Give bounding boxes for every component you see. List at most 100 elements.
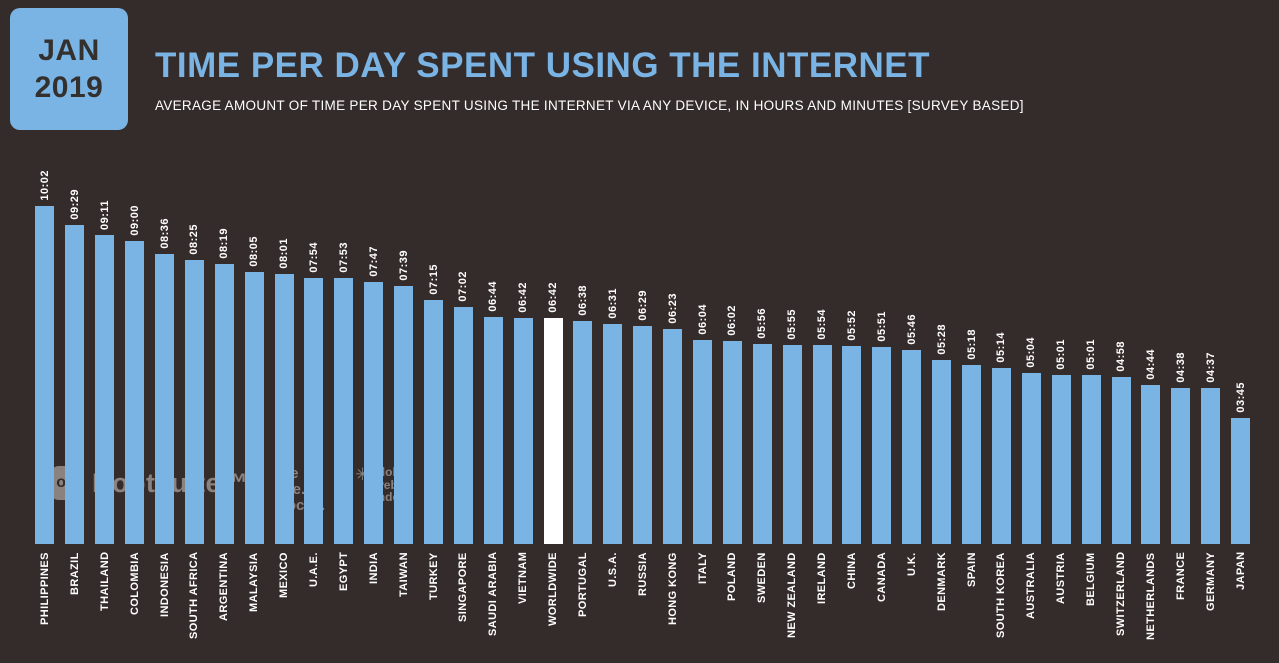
bar-group: 07:39 TAIWAN (389, 160, 419, 662)
bar (991, 368, 1011, 544)
bar (812, 345, 832, 544)
bar-country-label: VIETNAM (517, 552, 530, 605)
bar-column: 05:56 (752, 160, 772, 544)
bar-group: 05:54 IRELAND (807, 160, 837, 662)
date-badge-year: 2019 (34, 71, 104, 104)
bar-column: 06:23 (663, 160, 683, 544)
bar-country-label: HONG KONG (666, 552, 679, 625)
bar (663, 329, 683, 544)
bar-value-label: 05:28 (935, 324, 948, 355)
bar-group: 08:25 SOUTH AFRICA (179, 160, 209, 662)
bar-group: 05:01 AUSTRIA (1046, 160, 1076, 662)
bar-value-label: 05:55 (786, 309, 799, 340)
bar-country-label: SPAIN (965, 552, 978, 587)
bar-country-label: TURKEY (427, 552, 440, 600)
bar (125, 241, 145, 544)
bar-value-label: 07:53 (337, 242, 350, 273)
bar (1141, 385, 1161, 544)
bar (693, 340, 713, 544)
bar-group: 05:51 CANADA (867, 160, 897, 662)
bar-value-label: 05:54 (816, 309, 829, 340)
bar-group: 06:44 SAUDI ARABIA (478, 160, 508, 662)
bar-group: 08:19 ARGENTINA (209, 160, 239, 662)
bar-column: 05:51 (872, 160, 892, 544)
bar-country-label: PHILIPPINES (38, 552, 51, 625)
bar-value-label: 09:11 (98, 199, 111, 230)
bar-country-label: U.A.E. (307, 552, 320, 587)
bar-country-label: RUSSIA (636, 552, 649, 596)
bar (184, 260, 204, 544)
bar-country-label: NEW ZEALAND (786, 552, 799, 638)
bar-value-label: 07:02 (457, 271, 470, 302)
page-subtitle: AVERAGE AMOUNT OF TIME PER DAY SPENT USI… (155, 98, 1024, 113)
bar (752, 344, 772, 544)
bar (1051, 375, 1071, 544)
bar-value-label: 05:46 (905, 314, 918, 345)
bar-group: 06:31 U.S.A. (598, 160, 628, 662)
bar-column: 05:18 (962, 160, 982, 544)
bar-group: 05:56 SWEDEN (747, 160, 777, 662)
bar-country-label: U.K. (905, 552, 918, 576)
bar (95, 235, 115, 544)
bar-column: 09:29 (65, 160, 85, 544)
bar-column: 06:42 (543, 160, 563, 544)
bar-group: 09:00 COLOMBIA (120, 160, 150, 662)
bar-value-label: 05:18 (965, 329, 978, 360)
bar-column: 06:44 (483, 160, 503, 544)
bar-group: 09:29 BRAZIL (60, 160, 90, 662)
bar-group: 05:55 NEW ZEALAND (777, 160, 807, 662)
bar-country-label: MALAYSIA (248, 552, 261, 612)
bar-column: 05:14 (991, 160, 1011, 544)
bar-value-label: 05:56 (756, 308, 769, 339)
bar-group: 06:29 RUSSIA (628, 160, 658, 662)
bar (872, 347, 892, 544)
bar-country-label: BRAZIL (68, 552, 81, 595)
bar (483, 317, 503, 544)
bar-group: 07:15 TURKEY (419, 160, 449, 662)
bar-country-label: GERMANY (1204, 552, 1217, 612)
bar-column: 07:02 (453, 160, 473, 544)
bar-country-label: SINGAPORE (457, 552, 470, 622)
bar-value-label: 07:39 (397, 250, 410, 281)
bar-group: 06:02 POLAND (717, 160, 747, 662)
bar-country-label: SOUTH KOREA (995, 552, 1008, 638)
bar-column: 05:01 (1081, 160, 1101, 544)
bar (1171, 388, 1191, 544)
bar-country-label: FRANCE (1174, 552, 1187, 601)
bar-column: 06:29 (633, 160, 653, 544)
bar-group: 05:52 CHINA (837, 160, 867, 662)
bar-value-label: 09:00 (128, 205, 141, 236)
bar-column: 05:28 (932, 160, 952, 544)
bar-country-label: EGYPT (337, 552, 350, 592)
bar-value-label: 03:45 (1234, 382, 1247, 413)
bar-group: 05:46 U.K. (897, 160, 927, 662)
bar-column: 07:39 (394, 160, 414, 544)
bar (842, 346, 862, 544)
bar (364, 282, 384, 544)
bar-column: 04:37 (1201, 160, 1221, 544)
bar (902, 350, 922, 544)
bar-column: 05:46 (902, 160, 922, 544)
bar-value-label: 06:02 (726, 305, 739, 336)
bar (214, 264, 234, 544)
bar-value-label: 06:29 (636, 290, 649, 321)
bar-value-label: 06:44 (487, 281, 500, 312)
bar-value-label: 08:01 (278, 238, 291, 269)
bar-value-label: 04:38 (1174, 352, 1187, 383)
bar-value-label: 04:44 (1144, 349, 1157, 380)
bar (633, 326, 653, 544)
bar-column: 08:36 (155, 160, 174, 544)
bar-value-label: 05:04 (1025, 337, 1038, 368)
bar (1231, 418, 1251, 544)
bar-value-label: 04:58 (1115, 341, 1127, 372)
bar-value-label: 06:38 (576, 285, 589, 316)
bar (782, 345, 802, 544)
bar-column: 06:04 (693, 160, 713, 544)
bar-group: 04:38 FRANCE (1166, 160, 1196, 662)
bar (65, 225, 85, 544)
bar-value-label: 06:23 (666, 293, 679, 324)
bar-column: 06:42 (513, 160, 533, 544)
bar-value-label: 08:19 (218, 228, 231, 259)
bar-country-label: COLOMBIA (128, 552, 141, 616)
bar-group: 06:42 VIETNAM (508, 160, 538, 662)
